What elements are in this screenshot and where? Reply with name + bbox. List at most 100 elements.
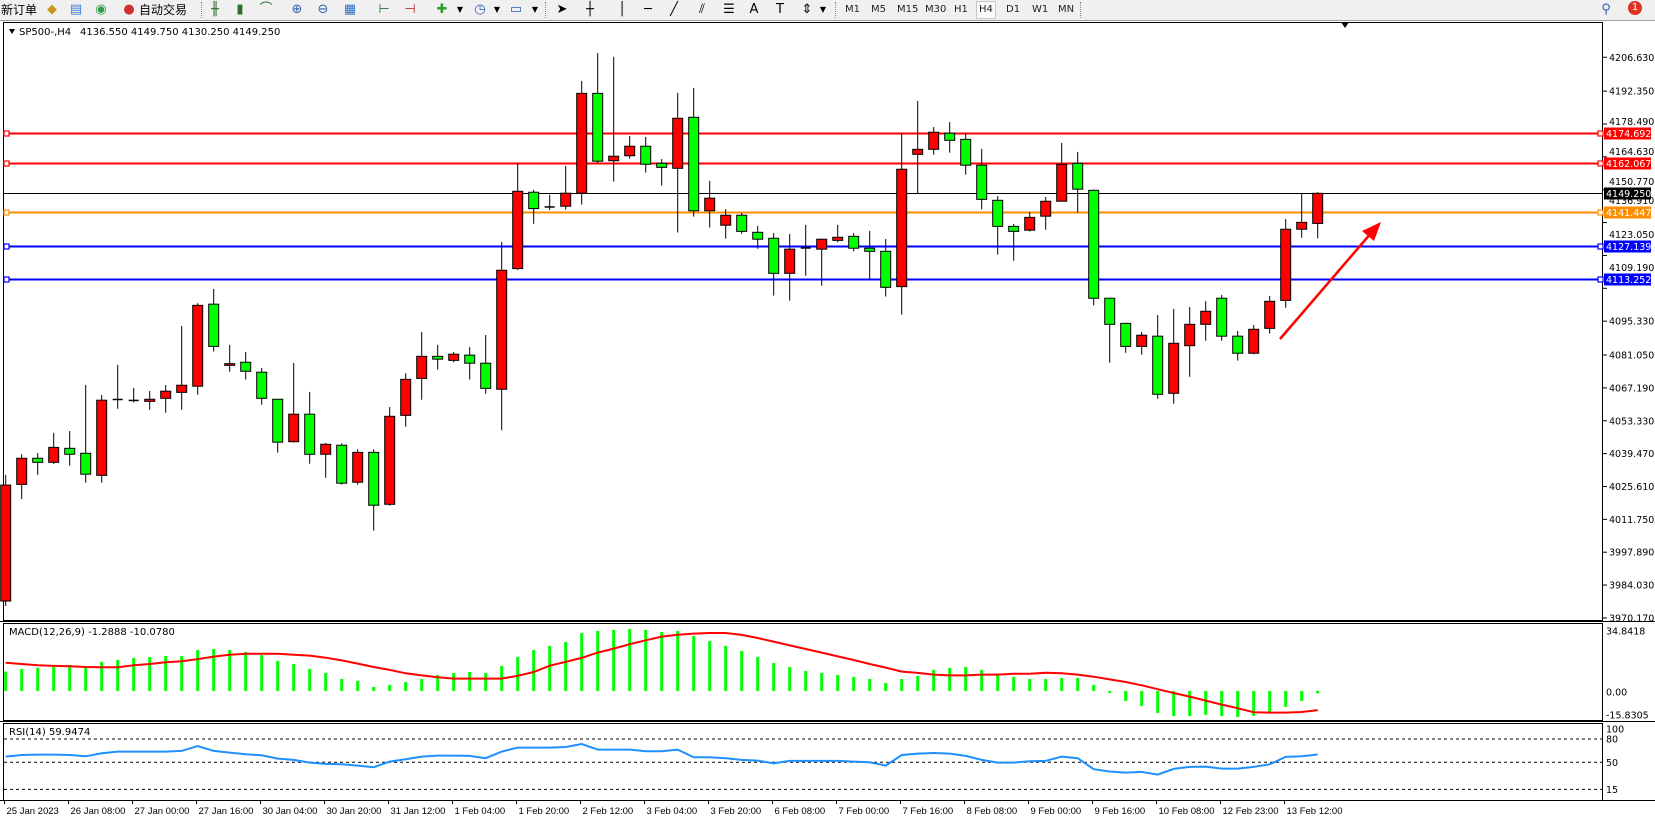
price-axis-label: 4025.610	[1609, 482, 1654, 493]
candle-body	[624, 145, 636, 157]
periods-icon[interactable]: ◷	[474, 2, 486, 17]
candle	[1120, 322, 1132, 353]
timeframe-m30[interactable]: M30	[925, 4, 947, 15]
candle-body	[1152, 335, 1164, 395]
market-watch-icon[interactable]: ▤	[69, 2, 83, 17]
candle-body	[256, 371, 268, 399]
price-axis-label: 3997.890	[1609, 548, 1654, 559]
auto-scroll-icon[interactable]: ⊢	[378, 2, 390, 17]
candle	[1024, 211, 1036, 232]
candle	[1264, 295, 1276, 334]
chart-frame	[0, 22, 1655, 801]
candlestick-icon[interactable]: ▮	[236, 2, 244, 17]
trendline-icon[interactable]: ╱	[670, 2, 678, 17]
bar-chart-icon[interactable]: ╫	[211, 2, 219, 17]
macd-histogram-bar	[196, 649, 200, 691]
candle-body	[1040, 200, 1052, 217]
candle-body	[448, 353, 460, 361]
candle	[1248, 325, 1260, 355]
auto-trading-button[interactable]: 自动交易	[139, 3, 188, 17]
chart-shift-marker[interactable]	[1341, 22, 1349, 28]
price-line-label: 4127.139	[1606, 242, 1651, 253]
horizontal-line-icon[interactable]: ─	[644, 2, 652, 17]
macd-histogram-bar	[404, 682, 408, 691]
new-order-button[interactable]: 新订单	[1, 3, 38, 17]
macd-histogram-bar	[484, 672, 488, 691]
candle	[848, 233, 860, 252]
separator	[545, 2, 547, 18]
chevron-down-icon[interactable]: ▼	[819, 5, 827, 14]
timeframe-h1[interactable]: H1	[954, 4, 968, 15]
timeframe-m1[interactable]: M1	[845, 4, 860, 15]
text-icon[interactable]: A	[749, 2, 759, 17]
macd-histogram-bar	[340, 678, 344, 691]
crosshair-icon[interactable]: ┼	[586, 2, 594, 17]
timeframe-w1[interactable]: W1	[1032, 4, 1049, 15]
price-line-label: 4149.250	[1606, 189, 1651, 200]
candle	[656, 159, 668, 186]
tile-windows-icon[interactable]: ▦	[343, 2, 357, 17]
line-handle-left	[3, 209, 10, 216]
macd-histogram-bar	[164, 656, 168, 691]
auto-trading-icon[interactable]: ●	[123, 2, 135, 17]
chart-shift-icon[interactable]: ⊣	[404, 2, 416, 17]
templates-icon[interactable]: ▭	[509, 2, 523, 17]
zoom-in-icon[interactable]: ⊕	[291, 2, 303, 17]
indicators-icon[interactable]: ✚	[436, 2, 448, 17]
macd-histogram-bar	[980, 669, 984, 691]
candle-body	[736, 214, 748, 232]
macd-histogram-bar	[116, 660, 120, 691]
arrows-icon[interactable]: ⇕	[801, 2, 813, 17]
candle-body	[992, 199, 1004, 227]
time-axis-label: 30 Jan 04:00	[263, 806, 318, 817]
candle-body	[1008, 225, 1020, 232]
line-chart-icon[interactable]: ⌒	[259, 2, 273, 17]
timeframe-mn[interactable]: MN	[1058, 4, 1075, 15]
macd-histogram-bar	[180, 656, 184, 691]
price-line-labels: 4174.692 4162.067 4149.250 4141.447 4127.139…	[1604, 127, 1651, 286]
cursor-icon[interactable]: ➤	[556, 2, 568, 17]
price-axis-label: 4095.330	[1609, 317, 1654, 328]
candle	[176, 325, 188, 410]
candle	[0, 474, 12, 607]
macd-histogram-bar	[612, 630, 616, 691]
candle	[832, 224, 844, 243]
price-axis-label: 4136.910	[1609, 196, 1654, 207]
macd-histogram-bar	[1012, 676, 1016, 691]
timeframe-m15[interactable]: M15	[897, 4, 919, 15]
price-axis-label: 4164.630	[1609, 147, 1654, 158]
price-line-label-box	[1604, 240, 1651, 253]
equidistant-channel-icon[interactable]: ⫽	[699, 2, 705, 17]
candle-body	[320, 443, 332, 455]
fibonacci-icon[interactable]: ☰	[723, 2, 735, 17]
macd-histogram-bar	[1156, 690, 1160, 713]
chevron-down-icon[interactable]: ▼	[531, 5, 539, 14]
macd-histogram-bar	[20, 668, 24, 691]
price-axis-label: 4081.050	[1609, 351, 1654, 362]
time-axis-label: 10 Feb 08:00	[1159, 806, 1215, 817]
price-line-label: 4113.252	[1606, 275, 1651, 286]
separator	[835, 2, 837, 18]
candle	[1056, 142, 1068, 202]
chevron-down-icon[interactable]: ▼	[456, 5, 464, 14]
macd-panel: 34.8418 0.00 -15.8305	[4, 627, 1649, 722]
macd-histogram-bar	[964, 667, 968, 691]
timeframe-h4[interactable]: H4	[976, 1, 996, 19]
candle	[544, 194, 555, 211]
search-icon[interactable]: ⚲	[1601, 2, 1611, 17]
chevron-down-icon[interactable]: ▼	[493, 5, 501, 14]
vertical-line-icon[interactable]: │	[618, 2, 626, 17]
text-label-icon[interactable]: T	[776, 2, 784, 17]
signals-icon[interactable]: ◉	[95, 2, 107, 17]
candle	[1312, 192, 1324, 239]
trend-arrow[interactable]	[1279, 222, 1381, 340]
candle-body	[1056, 163, 1068, 202]
candle-body	[912, 148, 924, 155]
timeframe-d1[interactable]: D1	[1006, 4, 1021, 15]
timeframe-m5[interactable]: M5	[871, 4, 886, 15]
notification-icon[interactable]: 1	[1628, 1, 1642, 15]
legend-collapse-icon[interactable]	[9, 29, 15, 34]
profiles-icon[interactable]: ◆	[47, 2, 57, 17]
zoom-out-icon[interactable]: ⊖	[317, 2, 329, 17]
